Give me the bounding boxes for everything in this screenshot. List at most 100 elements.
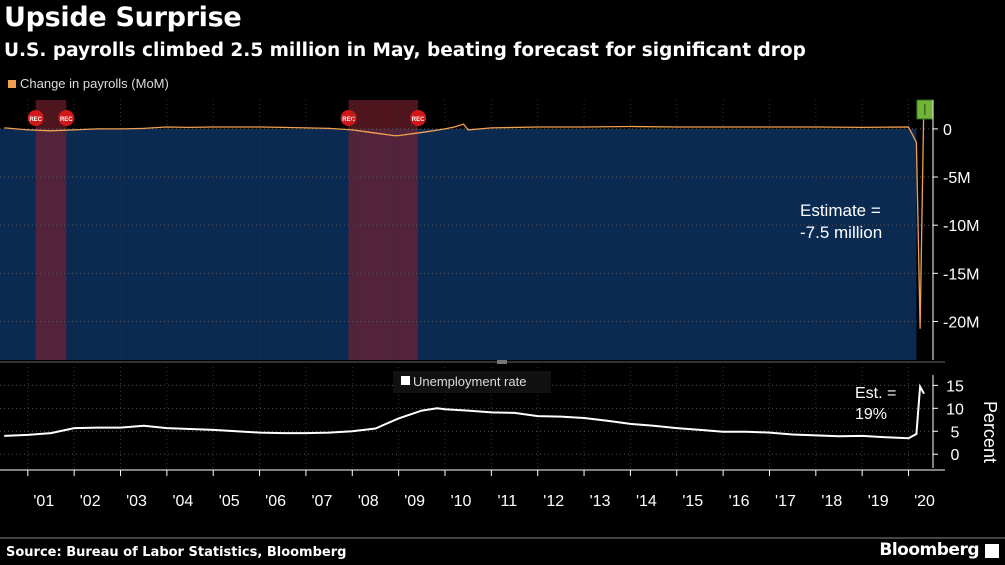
unemployment-point bbox=[119, 426, 122, 429]
legend-unemployment-box bbox=[393, 371, 551, 393]
recession-label: REC bbox=[29, 117, 42, 123]
unemployment-point bbox=[444, 408, 446, 411]
unemployment-point bbox=[258, 431, 261, 434]
x-tick-label: '15 bbox=[682, 493, 703, 510]
x-tick-label: '04 bbox=[172, 493, 193, 510]
y-axis-label-percent: Percent bbox=[980, 401, 1000, 463]
unemployment-point bbox=[629, 423, 632, 425]
chart-subtitle: U.S. payrolls climbed 2.5 million in May… bbox=[4, 40, 806, 61]
unemployment-point bbox=[305, 432, 307, 434]
x-tick-label: '17 bbox=[775, 493, 796, 510]
payrolls-point bbox=[189, 126, 191, 129]
unemployment-point bbox=[699, 429, 701, 431]
unemployment-point bbox=[421, 409, 423, 412]
unemployment-point bbox=[166, 427, 168, 429]
payrolls-point bbox=[444, 128, 446, 130]
unemployment-point bbox=[96, 426, 99, 429]
x-tick-label: '01 bbox=[33, 493, 54, 510]
x-tick-label: '18 bbox=[821, 493, 842, 510]
x-tick-label: '20 bbox=[914, 493, 935, 510]
payrolls-point bbox=[722, 126, 724, 128]
payrolls-point bbox=[365, 131, 367, 133]
y-tick-label: -5M bbox=[943, 170, 971, 187]
unemployment-point bbox=[513, 412, 516, 414]
annotation-estimate: Estimate = bbox=[800, 201, 881, 220]
unemployment-point bbox=[536, 415, 539, 417]
payrolls-point bbox=[351, 129, 353, 131]
payrolls-point bbox=[119, 128, 122, 130]
recession-marker-icon bbox=[27, 110, 44, 126]
y-tick-label: 5 bbox=[951, 424, 960, 441]
payrolls-point bbox=[915, 141, 918, 143]
x-tick-label: '13 bbox=[590, 493, 611, 510]
unemployment-point bbox=[583, 417, 585, 419]
x-tick-label: '06 bbox=[265, 493, 286, 510]
unemployment-point bbox=[142, 424, 145, 427]
legend-payrolls: Change in payrolls (MoM) bbox=[8, 76, 169, 91]
unemployment-point bbox=[467, 409, 469, 412]
payrolls-point bbox=[815, 126, 817, 128]
unemployment-point bbox=[212, 429, 215, 431]
payrolls-point bbox=[467, 129, 469, 131]
payrolls-point bbox=[393, 135, 395, 137]
unemployment-point bbox=[73, 427, 75, 429]
x-tick-label: '08 bbox=[358, 493, 379, 510]
recession-label: REC bbox=[342, 117, 355, 123]
unemployment-line bbox=[4, 383, 925, 440]
recession-marker-icon bbox=[340, 110, 357, 126]
unemployment-point bbox=[606, 419, 609, 422]
payrolls-point bbox=[50, 130, 52, 132]
payrolls-point bbox=[282, 126, 284, 129]
payrolls-point bbox=[676, 126, 678, 128]
unemployment-point bbox=[27, 434, 29, 436]
y-tick-label: 0 bbox=[951, 447, 960, 464]
payrolls-point bbox=[907, 126, 910, 128]
unemployment-point bbox=[861, 435, 863, 437]
unemployment-point bbox=[235, 430, 238, 433]
unemployment-point bbox=[351, 430, 354, 433]
unemployment-point bbox=[50, 432, 52, 434]
x-tick-label: '03 bbox=[126, 493, 147, 510]
unemployment-point bbox=[652, 424, 655, 427]
unemployment-point bbox=[907, 437, 910, 439]
payrolls-point bbox=[96, 128, 98, 130]
payrolls-point bbox=[235, 126, 238, 128]
unemployment-point bbox=[189, 428, 191, 430]
y-tick-label: -10M bbox=[943, 218, 979, 235]
payrolls-point bbox=[768, 126, 771, 128]
unemployment-point bbox=[884, 436, 887, 439]
legend-swatch-payrolls bbox=[8, 79, 16, 88]
unemployment-point bbox=[281, 432, 284, 434]
payrolls-point bbox=[629, 125, 632, 128]
payrolls-point bbox=[305, 127, 307, 129]
unemployment-point bbox=[791, 433, 794, 436]
payrolls-area bbox=[0, 128, 917, 360]
payrolls-point bbox=[398, 135, 400, 137]
payrolls-point bbox=[537, 126, 539, 128]
recession-band bbox=[35, 100, 67, 360]
payrolls-point bbox=[4, 127, 6, 129]
payrolls-point bbox=[212, 126, 214, 128]
payrolls-point bbox=[379, 133, 381, 135]
recession-band bbox=[348, 100, 419, 360]
annotation-estimate-value: -7.5 million bbox=[800, 223, 882, 242]
y-tick-label: 10 bbox=[946, 401, 964, 418]
y-tick-label: -20M bbox=[943, 314, 979, 331]
unemployment-point bbox=[745, 430, 748, 433]
x-tick-label: '09 bbox=[404, 493, 425, 510]
unemployment-point bbox=[768, 431, 771, 434]
recession-label: REC bbox=[412, 117, 425, 123]
payrolls-point bbox=[919, 327, 921, 329]
panel-splitter-handle bbox=[497, 360, 507, 364]
legend-label-payrolls: Change in payrolls (MoM) bbox=[20, 76, 169, 91]
chart-canvas: REC REC REC REC 0 -5M -10M -15M -20M Estimate = -7… bbox=[0, 99, 1005, 539]
y-tick-label: 0 bbox=[943, 122, 952, 139]
recession-marker-icon bbox=[410, 110, 427, 126]
annotation-est: Est. = bbox=[855, 385, 896, 402]
x-tick-label: '12 bbox=[543, 493, 564, 510]
unemployment-point bbox=[923, 392, 925, 394]
payrolls-point bbox=[425, 131, 428, 133]
x-tick-label: '14 bbox=[636, 493, 657, 510]
payrolls-point bbox=[583, 126, 585, 128]
x-tick-label: '10 bbox=[451, 493, 472, 510]
